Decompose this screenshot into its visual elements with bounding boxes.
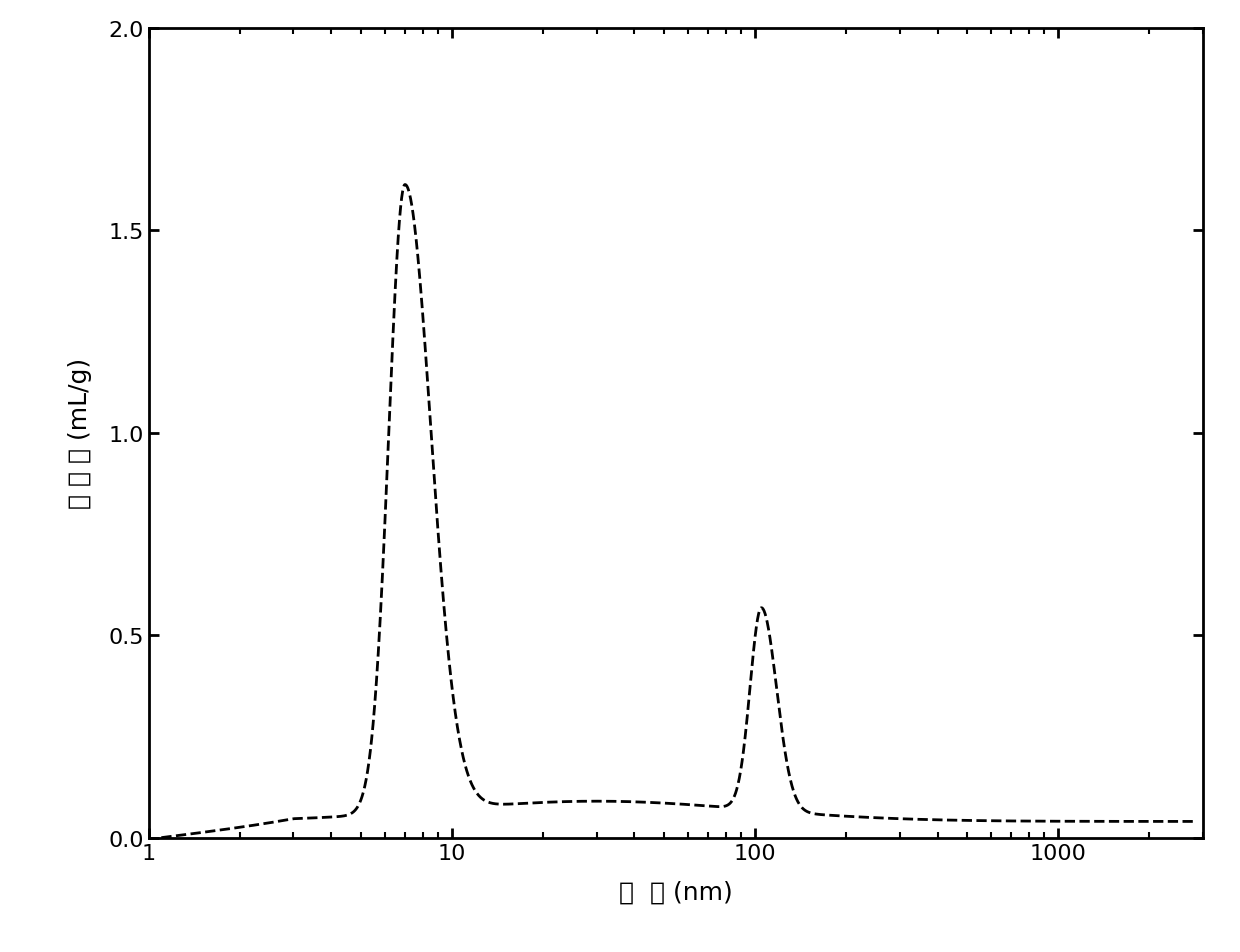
X-axis label: 孔  径 (nm): 孔 径 (nm) [619, 880, 733, 903]
Y-axis label: 压 汞 量 (mL/g): 压 汞 量 (mL/g) [68, 358, 92, 508]
